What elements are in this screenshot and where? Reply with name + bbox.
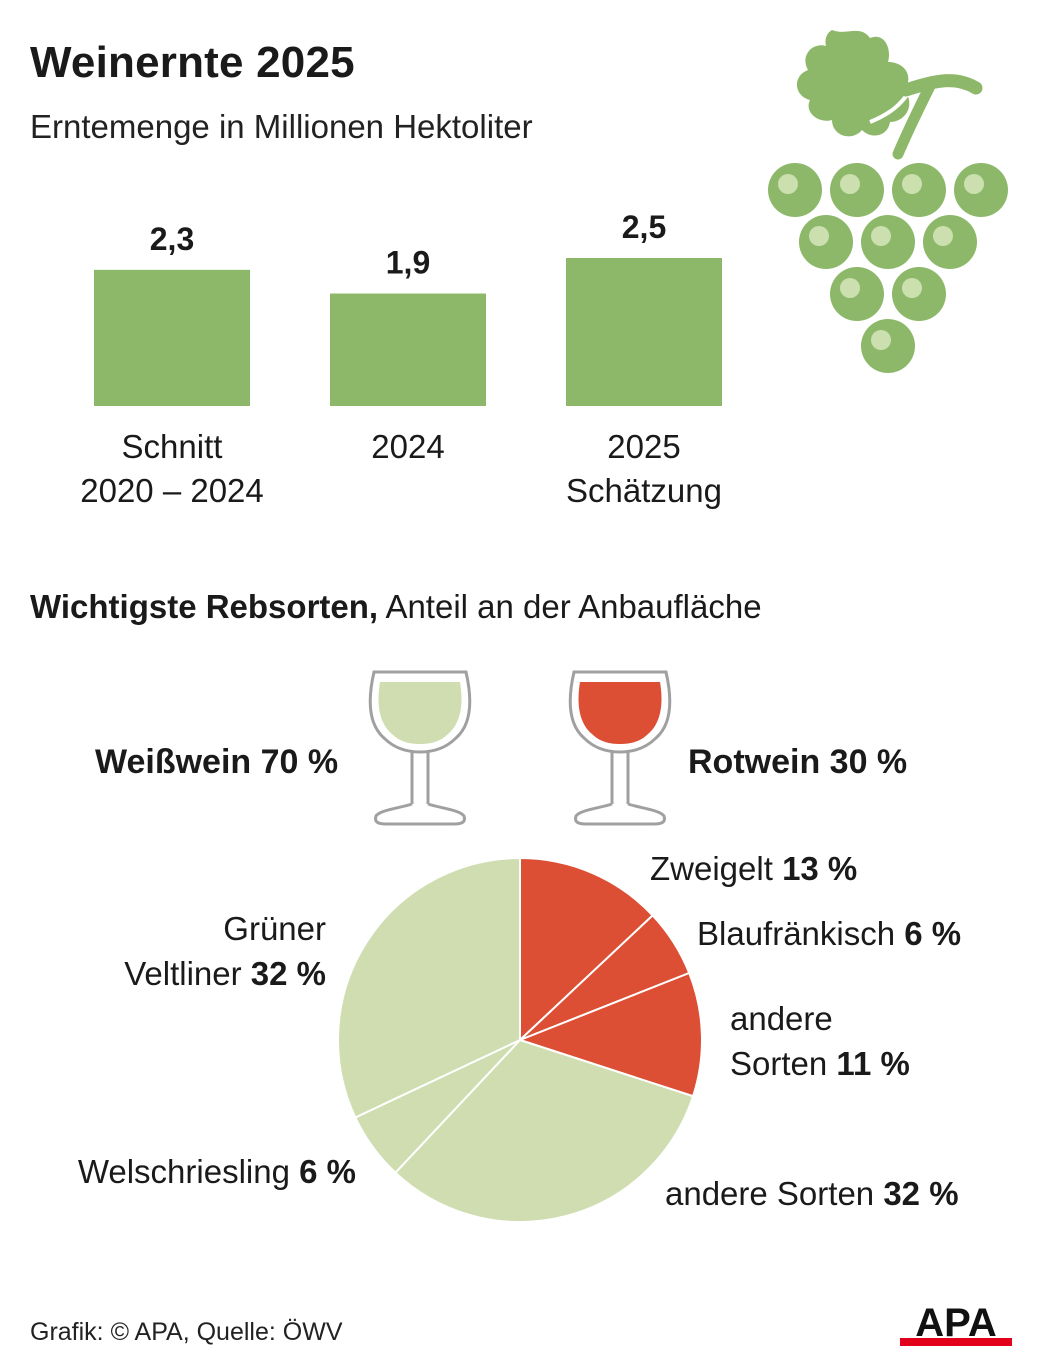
bar-category-label-line2: Schätzung xyxy=(566,472,722,509)
pie-slice-2 xyxy=(519,972,703,1098)
pie-value-label: 13 % xyxy=(782,850,857,887)
pie-value-label: 11 % xyxy=(836,1045,909,1082)
pie-label: andere Sorten 32 % xyxy=(665,1175,959,1212)
section-title-bold: Wichtigste Rebsorten, xyxy=(30,588,379,625)
pie-chart: Zweigelt 13 % Blaufränkisch 6 % andere Sort… xyxy=(78,850,961,1223)
pie-value-label: 6 % xyxy=(904,915,961,952)
bar-category-label: 2025 xyxy=(607,428,680,465)
bar-value-label: 1,9 xyxy=(386,245,430,281)
pie-slice-0 xyxy=(519,857,654,1041)
pie-label: Grüner xyxy=(223,910,326,947)
grape-leaf xyxy=(796,30,983,160)
grape-berry-highlight xyxy=(840,278,860,298)
bar-value-label: 2,5 xyxy=(622,209,666,245)
apa-logo: APA xyxy=(900,1301,1012,1346)
pie-label: Welschriesling 6 % xyxy=(78,1153,356,1190)
pie-label: andere xyxy=(730,1000,833,1037)
pie-value-label: 32 % xyxy=(883,1175,958,1212)
grape-berry-highlight xyxy=(778,174,798,194)
red-wine-label: Rotwein 30 % xyxy=(688,743,908,781)
pie-slice-3 xyxy=(394,1039,695,1223)
footer-credit: Grafik: © APA, Quelle: ÖWV xyxy=(30,1318,343,1346)
pie-value-label: 32 % xyxy=(251,955,326,992)
pie-value-label: 6 % xyxy=(299,1153,356,1190)
pie-label: Veltliner 32 % xyxy=(124,955,326,992)
white-wine-glass-icon xyxy=(368,670,472,826)
grape-berry-highlight xyxy=(964,174,984,194)
grape-berry-highlight xyxy=(840,174,860,194)
section-title: Wichtigste Rebsorten, Anteil an der Anba… xyxy=(30,588,762,626)
bar-category-label: Schnitt xyxy=(122,428,223,465)
pie-label: Sorten 11 % xyxy=(730,1045,910,1082)
grape-berry-highlight xyxy=(871,226,891,246)
grape-berry-highlight xyxy=(809,226,829,246)
page-title: Weinernte 2025 xyxy=(30,38,355,87)
red-wine-glass-icon xyxy=(568,670,672,826)
bar-0 xyxy=(94,269,250,406)
grape-berry-highlight xyxy=(902,278,922,298)
bar-2 xyxy=(566,258,722,406)
pie-label: Zweigelt 13 % xyxy=(650,850,857,887)
chart-subtitle: Erntemenge in Millionen Hektoliter xyxy=(30,108,533,145)
pie-slice-5 xyxy=(337,857,521,1119)
bar-1 xyxy=(330,293,486,406)
grape-berry-highlight xyxy=(871,330,891,350)
bar-category-label: 2024 xyxy=(371,428,444,465)
grape-berry-highlight xyxy=(933,226,953,246)
apa-logo-text: APA xyxy=(915,1301,996,1345)
bar-chart: 2,3 Schnitt 2020 – 2024 1,9 2024 2,5 2025 Schät… xyxy=(80,209,722,509)
pie-label: Blaufränkisch 6 % xyxy=(697,915,961,952)
apa-logo-bar xyxy=(900,1338,1012,1346)
grape-berry-highlight xyxy=(902,174,922,194)
bar-category-label-line2: 2020 – 2024 xyxy=(80,472,264,509)
white-wine-label: Weißwein 70 % xyxy=(95,743,339,781)
section-title-rest: Anteil an der Anbaufläche xyxy=(378,588,762,625)
bar-value-label: 2,3 xyxy=(150,221,194,257)
grape-icon xyxy=(768,30,1008,373)
